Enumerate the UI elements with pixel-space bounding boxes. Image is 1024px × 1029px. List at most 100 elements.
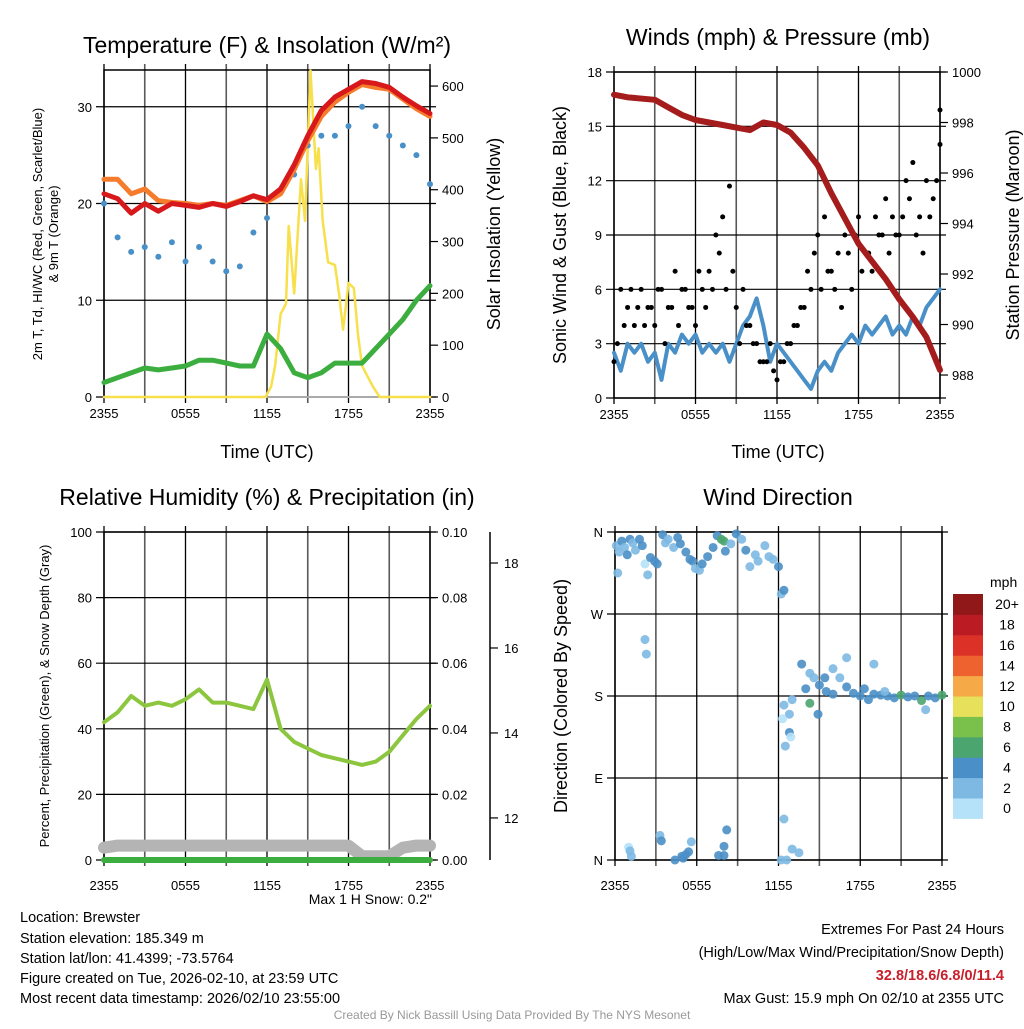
data-point (676, 323, 682, 329)
data-point (713, 232, 719, 238)
data-point (625, 304, 631, 310)
data-point (906, 196, 912, 202)
y-tick-label: 18 (588, 65, 602, 80)
wind-direction-point (681, 547, 691, 557)
data-point (811, 250, 817, 256)
snow-tick-label: 14 (504, 726, 518, 741)
data-point (652, 323, 658, 329)
data-point (818, 286, 824, 292)
right-y-tick-label: 988 (952, 368, 974, 383)
wind-direction-point (782, 855, 792, 865)
wind-direction-point (641, 649, 651, 659)
wind-direction-point (753, 556, 763, 566)
data-point (359, 103, 366, 110)
data-point (689, 304, 695, 310)
right-y-tick-label: 400 (442, 183, 464, 198)
wind-direction-point (669, 542, 679, 552)
elevation-text: Station elevation: 185.349 m (20, 931, 204, 947)
wind-direction-point (797, 659, 807, 669)
data-point (614, 341, 620, 347)
data-point (141, 244, 148, 251)
colorbar-label: 12 (999, 678, 1015, 694)
wind-direction-point (768, 554, 778, 564)
wind-direction-point (779, 700, 789, 710)
right-y-tick-label: 600 (442, 79, 464, 94)
y-tick-label: 100 (70, 525, 92, 540)
x-tick-label: 1155 (765, 878, 793, 893)
wind-direction-point (722, 825, 732, 835)
data-point (114, 234, 121, 241)
data-point (372, 123, 379, 130)
x-tick-label: 0555 (682, 878, 711, 893)
data-point (693, 323, 698, 329)
data-point (703, 304, 709, 310)
humidity-chart-title: Relative Humidity (%) & Precipitation (i… (59, 484, 474, 510)
x-tick-label: 0555 (681, 407, 710, 422)
wind-direction-point (828, 689, 838, 699)
series-sonic-wind (612, 287, 942, 391)
y-tick-label: 15 (588, 119, 602, 134)
data-point (155, 253, 162, 260)
wind-direction-point (801, 684, 811, 694)
colorbar-title: mph (990, 574, 1017, 590)
data-point (791, 323, 797, 329)
wind-direction-point (794, 848, 804, 858)
data-point (635, 304, 641, 310)
data-point (917, 214, 923, 220)
x-tick-label: 1155 (253, 878, 281, 893)
wind-direction-point (774, 562, 783, 572)
wind-direction-point (835, 673, 845, 683)
wind-direction-point (784, 709, 794, 719)
colorbar-swatch (953, 696, 983, 717)
wind-direction-point (637, 541, 647, 551)
series-gust-secondary- (614, 141, 943, 374)
winds-x-label: Time (UTC) (731, 442, 824, 462)
wind-direction-chart-title: Wind Direction (703, 484, 853, 510)
wind-direction-point (737, 534, 747, 544)
extremes-title: Extremes For Past 24 Hours (821, 922, 1004, 938)
right-y-tick-label: 996 (952, 166, 974, 181)
location-text: Location: Brewster (20, 910, 140, 926)
snow-tick-label: 12 (504, 811, 518, 826)
colorbar-label: 6 (1003, 739, 1011, 755)
data-point (662, 341, 668, 347)
wind-direction-point (778, 714, 788, 724)
data-point (631, 323, 637, 329)
data-point (903, 178, 909, 184)
wind-direction-point (688, 556, 698, 566)
wind-direction-point (731, 529, 741, 539)
data-point (427, 181, 433, 188)
wind-direction-point (896, 690, 906, 700)
data-point (757, 359, 763, 365)
x-tick-label: 2355 (928, 878, 957, 893)
colorbar-swatch (953, 716, 983, 738)
data-point (856, 214, 861, 220)
wind-direction-points (611, 529, 947, 865)
y-tick-label: 10 (78, 293, 92, 308)
data-point (720, 214, 726, 220)
data-point (784, 341, 790, 347)
wind-direction-point (663, 534, 673, 544)
data-point (386, 132, 393, 139)
wind-direction-point (626, 851, 636, 861)
wind-direction-point (719, 850, 729, 860)
x-tick-label: 1755 (334, 878, 363, 893)
temperature-y-label-line2: & 9m T (Orange) (46, 185, 61, 282)
data-point (128, 248, 135, 255)
right-y-tick-label: 0.04 (442, 722, 467, 737)
data-point (845, 250, 851, 256)
humidity-y-label: Percent, Precipitation (Green), & Snow D… (37, 545, 52, 848)
wind-direction-point (620, 542, 630, 552)
right-y-tick-label: 200 (442, 286, 464, 301)
data-point (682, 286, 688, 292)
data-point (750, 341, 756, 347)
panel-3: 0 20 40 60 80 100 0.00 0.02 0.04 0.06 0.08 0.10 2355… (70, 525, 467, 893)
plot-frame (613, 71, 941, 399)
right-y-tick-label: 0.08 (442, 591, 467, 606)
temperature-x-label: Time (UTC) (220, 442, 313, 462)
wind-direction-point (779, 814, 789, 824)
wind-direction-point (880, 686, 890, 696)
data-point (621, 323, 627, 329)
